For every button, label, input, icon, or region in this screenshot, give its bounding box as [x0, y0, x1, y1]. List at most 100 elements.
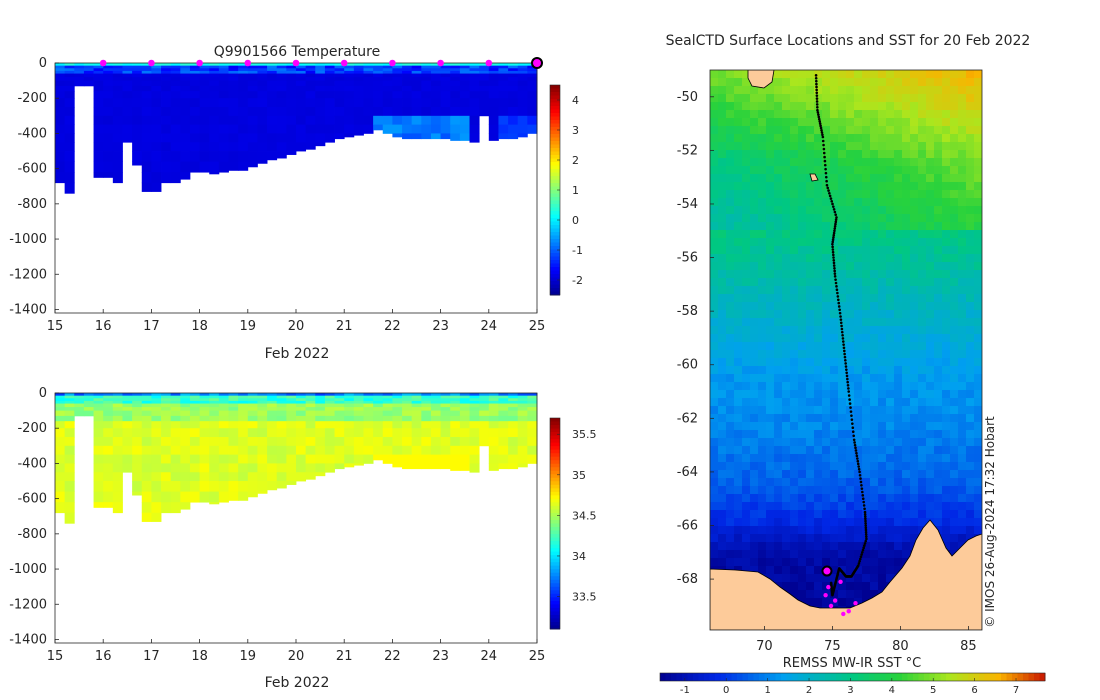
section-cell: [180, 472, 191, 482]
sst-cell: [846, 310, 855, 319]
section-cell: [228, 124, 239, 134]
sst-cell: [782, 390, 791, 399]
section-cell: [267, 445, 278, 456]
sst-cell: [806, 190, 815, 199]
section-cell: [247, 77, 258, 81]
sst-cell: [870, 550, 879, 559]
section-cell: [74, 410, 85, 417]
sst-cell: [918, 214, 927, 223]
section-cell: [189, 400, 200, 404]
sst-cell: [926, 198, 935, 207]
sst-cell: [870, 414, 879, 423]
section-cell: [334, 421, 345, 429]
sst-cell: [854, 422, 863, 431]
sst-cell: [710, 150, 719, 159]
sst-cell: [774, 310, 783, 319]
track-point: [856, 457, 859, 460]
section-cell: [257, 98, 268, 108]
section-cell: [479, 68, 490, 72]
sst-cell: [814, 446, 823, 455]
sst-cell: [870, 462, 879, 471]
sst-cell: [710, 366, 719, 375]
sst-cell: [910, 526, 919, 535]
colorbar-segment: [550, 228, 560, 233]
section-cell: [103, 403, 114, 408]
section-cell: [55, 107, 66, 117]
sst-cell: [878, 302, 887, 311]
sst-cell: [774, 534, 783, 543]
sst-cell: [790, 182, 799, 191]
track-point: [815, 97, 819, 100]
sst-cell: [958, 190, 967, 199]
sst-cell: [734, 518, 743, 527]
sst-cell: [894, 566, 903, 575]
sst-cell: [966, 86, 975, 95]
section-cell: [55, 70, 66, 74]
section-cell: [296, 63, 307, 67]
sst-cell: [958, 238, 967, 247]
section-cell: [527, 98, 538, 108]
section-cell: [257, 472, 268, 482]
sst-cell: [958, 454, 967, 463]
sst-cell: [774, 110, 783, 119]
sst-cell: [710, 86, 719, 95]
section-cell: [180, 115, 191, 126]
sst-cell: [734, 486, 743, 495]
section-cell: [228, 410, 239, 417]
section-cell: [170, 161, 181, 173]
sst-cell: [790, 366, 799, 375]
sst-cell: [958, 86, 967, 95]
sst-cell: [838, 70, 847, 79]
sst-cell: [942, 350, 951, 359]
section-cell: [286, 73, 297, 78]
section-cell: [64, 63, 75, 67]
section-cell: [324, 403, 335, 408]
section-cell: [324, 70, 335, 74]
colorbar-segment: [951, 673, 958, 681]
section-cell: [421, 421, 432, 429]
section-cell: [161, 133, 172, 143]
sst-cell: [926, 254, 935, 263]
section-cell: [286, 151, 297, 155]
sst-cell: [806, 454, 815, 463]
track-point: [860, 487, 864, 490]
section-cell: [170, 421, 181, 429]
section-cell: [55, 410, 66, 417]
colorbar-segment: [550, 418, 560, 423]
sst-cell: [814, 198, 823, 207]
section-cell: [392, 393, 403, 397]
section-cell: [103, 133, 114, 143]
track-point: [844, 362, 847, 365]
sst-cell: [830, 382, 839, 391]
sst-cell: [742, 502, 751, 511]
colorbar-segment: [550, 541, 560, 546]
section-cell: [276, 115, 287, 126]
map-frame: [709, 69, 983, 631]
sst-cell: [902, 414, 911, 423]
sst-cell: [942, 198, 951, 207]
sst-cell: [862, 294, 871, 303]
colorbar-segment: [995, 673, 1002, 681]
sst-cell: [862, 94, 871, 103]
sst-cell: [894, 382, 903, 391]
sst-cell: [950, 446, 959, 455]
section-cell: [344, 65, 355, 69]
colorbar-tick-label: 5: [930, 685, 936, 696]
sst-cell: [950, 422, 959, 431]
section-cell: [132, 398, 143, 402]
section-cell: [479, 428, 490, 438]
sst-cell: [790, 238, 799, 247]
section-cell: [209, 410, 220, 417]
track-point: [834, 281, 838, 285]
sst-cell: [790, 78, 799, 87]
section-cell: [402, 395, 413, 399]
sst-cell: [862, 478, 871, 487]
section-cell: [218, 63, 229, 67]
sst-cell: [870, 566, 879, 575]
section-cell: [64, 65, 75, 69]
section-cell: [430, 400, 441, 404]
sst-cell: [822, 550, 831, 559]
sst-cell: [958, 102, 967, 111]
section-cell: [479, 98, 490, 108]
section-cell: [508, 68, 519, 72]
